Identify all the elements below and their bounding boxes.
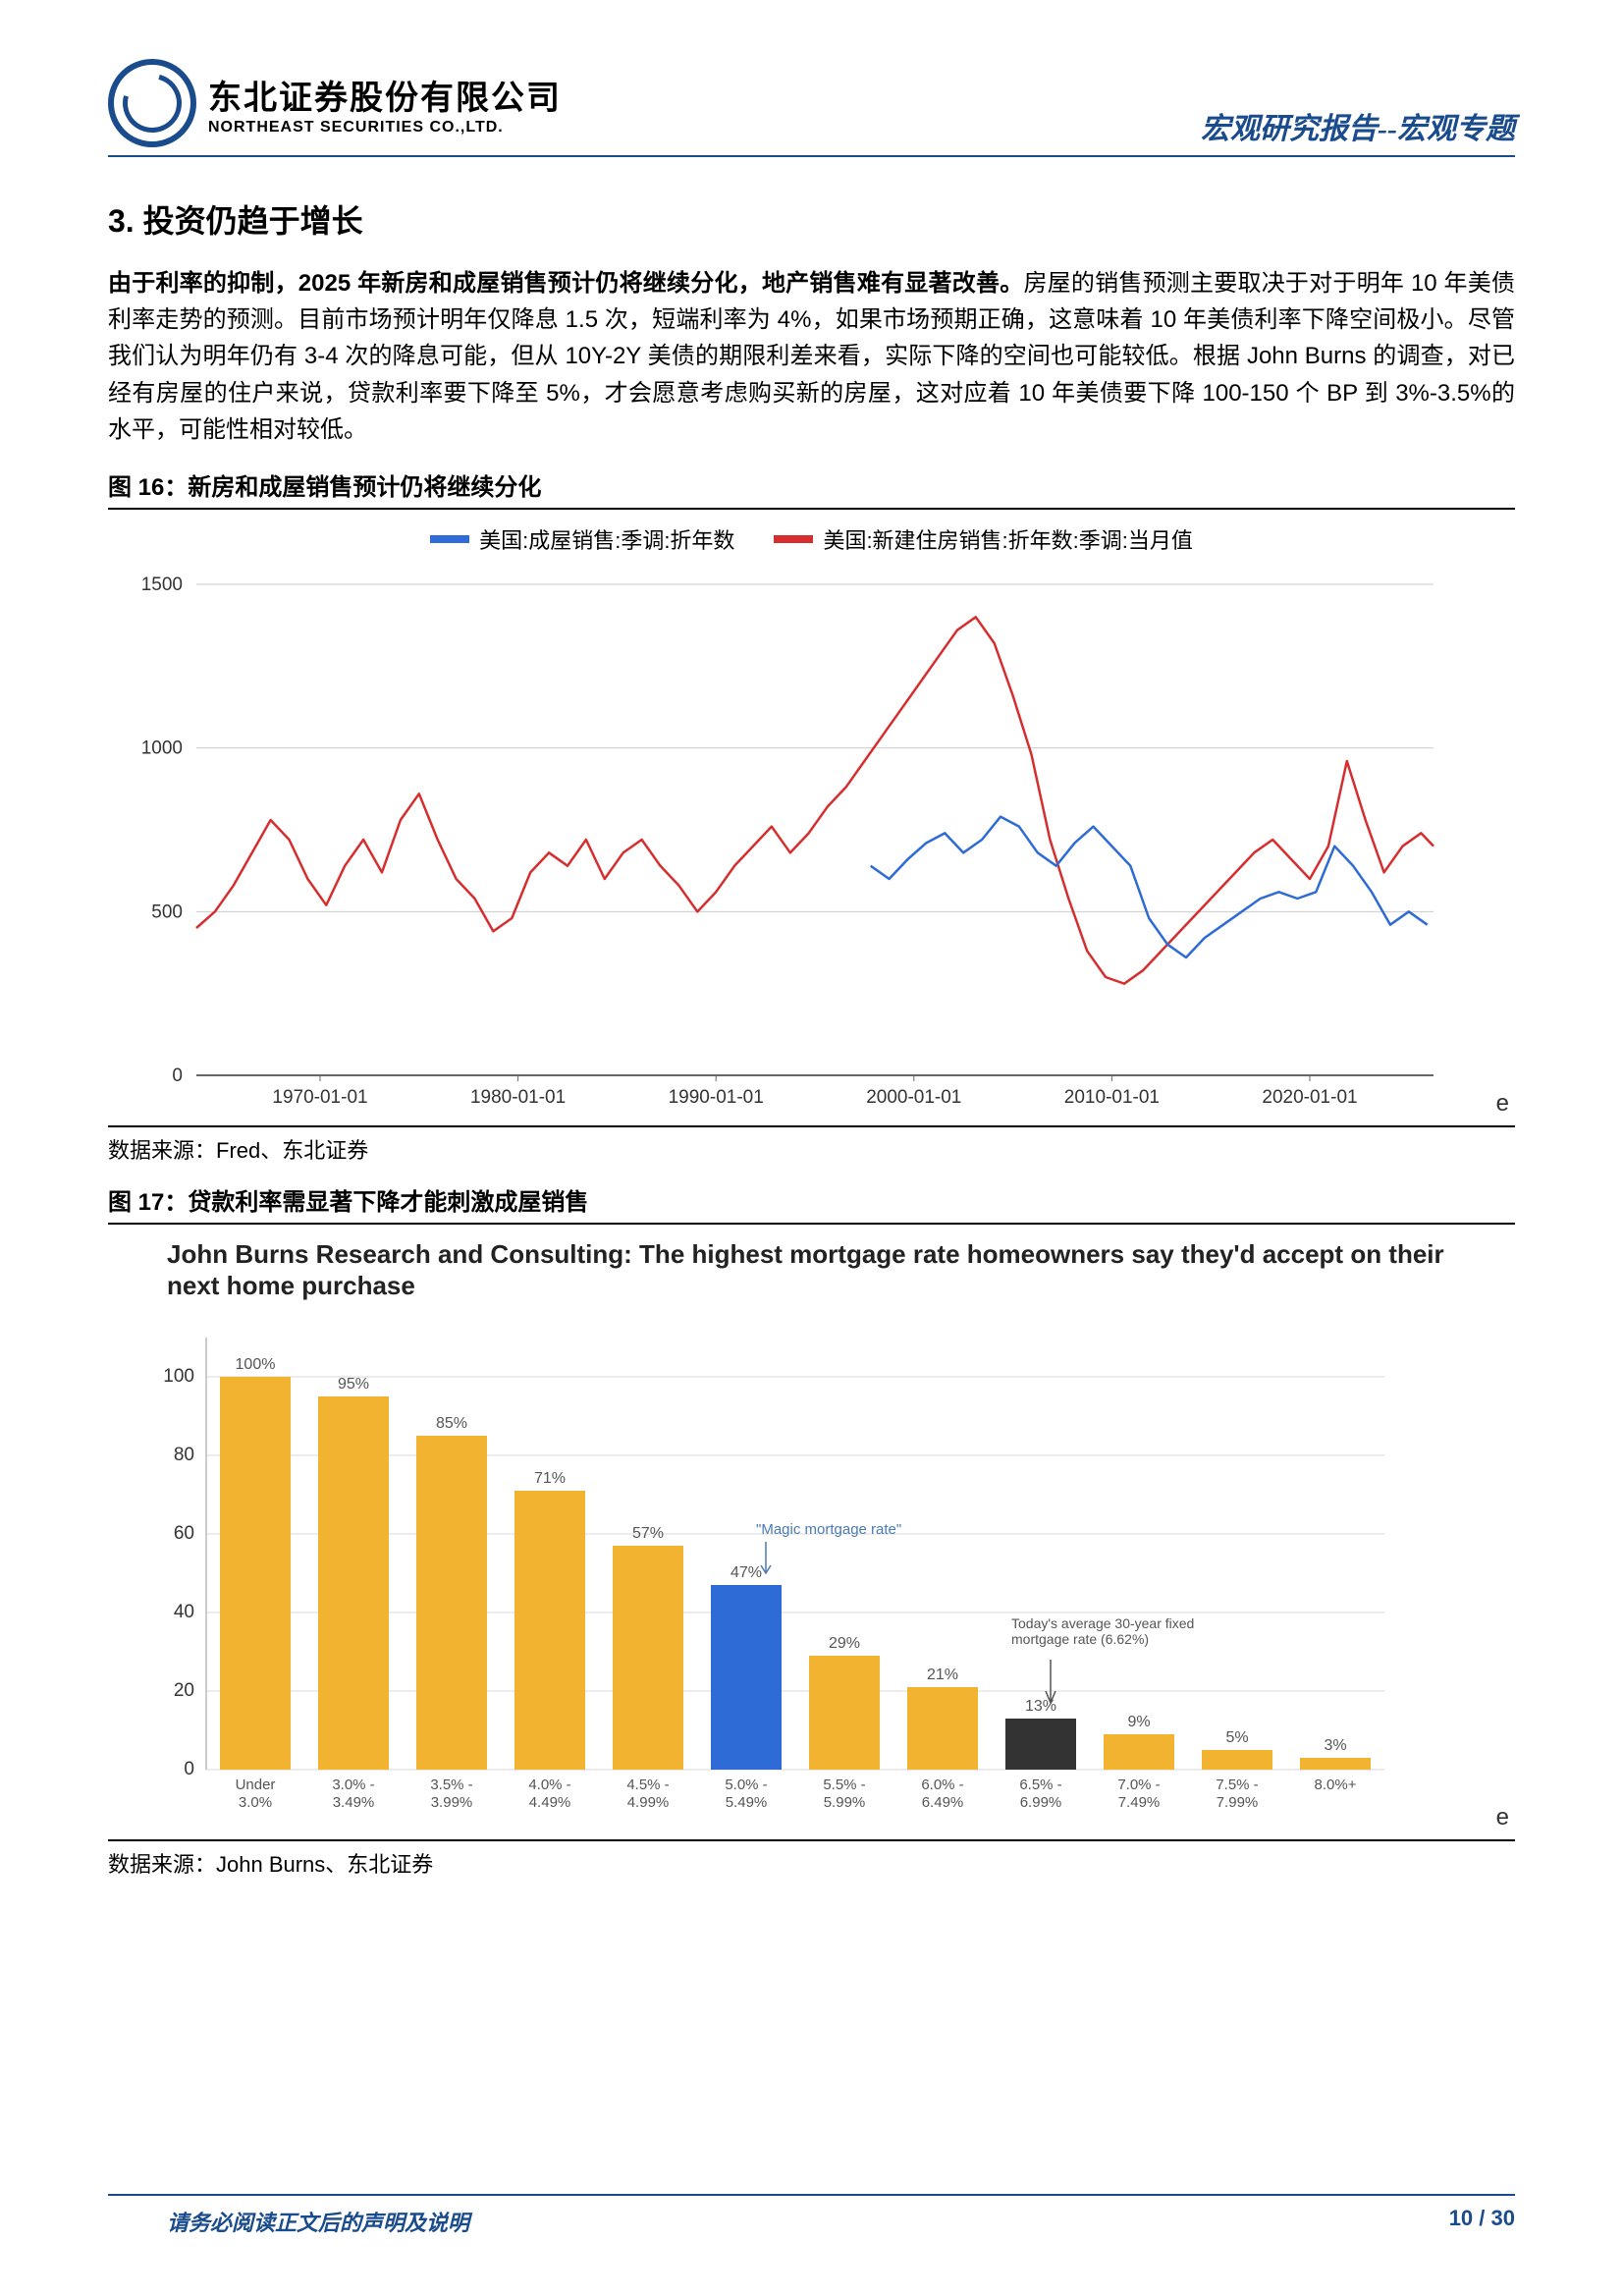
- page-total: 30: [1491, 2206, 1515, 2230]
- logo-icon: [108, 59, 196, 147]
- svg-text:0: 0: [172, 1066, 183, 1086]
- svg-text:71%: 71%: [534, 1470, 566, 1487]
- svg-text:6.49%: 6.49%: [922, 1794, 964, 1811]
- svg-text:Today's average 30-year fixed: Today's average 30-year fixed: [1011, 1615, 1194, 1631]
- svg-text:5.99%: 5.99%: [824, 1794, 866, 1811]
- svg-text:80: 80: [174, 1445, 194, 1465]
- fig16-caption: 图 16：新房和成屋销售预计仍将继续分化: [108, 467, 1515, 510]
- fig17-title: John Burns Research and Consulting: The …: [167, 1238, 1456, 1302]
- legend-label-2: 美国:新建住房销售:折年数:季调:当月值: [823, 523, 1192, 555]
- svg-text:4.5% -: 4.5% -: [626, 1777, 669, 1793]
- fig17-caption: 图 17：贷款利率需显著下降才能刺激成屋销售: [108, 1182, 1515, 1225]
- svg-text:7.5% -: 7.5% -: [1216, 1777, 1258, 1793]
- svg-text:85%: 85%: [436, 1415, 467, 1432]
- fig17-svg: 0 20 40 60 80 100 100% Under3.0% 95% 3.0% -3.49% 8…: [108, 1318, 1463, 1829]
- svg-text:9%: 9%: [1127, 1714, 1150, 1730]
- legend-label-1: 美国:成屋销售:季调:折年数: [479, 523, 734, 555]
- company-name-cn: 东北证券股份有限公司: [208, 71, 562, 119]
- svg-text:21%: 21%: [927, 1667, 958, 1683]
- report-type: 宏观研究报告--宏观专题: [1201, 104, 1515, 147]
- svg-text:3.0%: 3.0%: [239, 1794, 272, 1811]
- svg-text:7.99%: 7.99%: [1217, 1794, 1259, 1811]
- svg-text:2010-01-01: 2010-01-01: [1064, 1087, 1160, 1108]
- svg-text:1970-01-01: 1970-01-01: [272, 1087, 367, 1108]
- logo-text: 东北证券股份有限公司 NORTHEAST SECURITIES CO.,LTD.: [208, 71, 562, 137]
- svg-text:5.49%: 5.49%: [726, 1794, 768, 1811]
- svg-text:4.0% -: 4.0% -: [528, 1777, 570, 1793]
- legend-item-2: 美国:新建住房销售:折年数:季调:当月值: [774, 523, 1192, 555]
- svg-text:4.49%: 4.49%: [529, 1794, 571, 1811]
- page-footer: 请务必阅读正文后的声明及说明 10 / 30: [108, 2194, 1515, 2237]
- logo-block: 东北证券股份有限公司 NORTHEAST SECURITIES CO.,LTD.: [108, 59, 562, 147]
- paragraph-bold: 由于利率的抑制，2025 年新房和成屋销售预计仍将继续分化，地产销售难有显著改善…: [108, 270, 1023, 297]
- fig16-legend: 美国:成屋销售:季调:折年数 美国:新建住房销售:折年数:季调:当月值: [108, 523, 1515, 555]
- svg-text:1990-01-01: 1990-01-01: [669, 1087, 764, 1108]
- svg-text:5.5% -: 5.5% -: [823, 1777, 865, 1793]
- svg-text:3.49%: 3.49%: [333, 1794, 375, 1811]
- svg-text:3.0% -: 3.0% -: [332, 1777, 374, 1793]
- svg-text:7.49%: 7.49%: [1118, 1794, 1161, 1811]
- svg-text:500: 500: [151, 902, 183, 922]
- svg-text:6.0% -: 6.0% -: [921, 1777, 963, 1793]
- section-heading: 投资仍趋于增长: [143, 203, 363, 239]
- svg-text:Under: Under: [236, 1777, 276, 1793]
- section-title: 3. 投资仍趋于增长: [108, 196, 1515, 242]
- footer-page: 10 / 30: [1449, 2206, 1515, 2237]
- svg-text:6.99%: 6.99%: [1020, 1794, 1062, 1811]
- svg-text:1000: 1000: [141, 738, 183, 759]
- svg-text:7.0% -: 7.0% -: [1117, 1777, 1160, 1793]
- body-paragraph: 由于利率的抑制，2025 年新房和成屋销售预计仍将继续分化，地产销售难有显著改善…: [108, 265, 1515, 448]
- svg-text:0: 0: [184, 1759, 194, 1779]
- svg-text:3.5% -: 3.5% -: [430, 1777, 472, 1793]
- svg-text:6.5% -: 6.5% -: [1019, 1777, 1061, 1793]
- section-number: 3.: [108, 203, 135, 239]
- svg-text:1500: 1500: [141, 574, 183, 595]
- svg-text:20: 20: [174, 1680, 194, 1701]
- page-current: 10: [1449, 2206, 1473, 2230]
- legend-swatch-2: [774, 535, 813, 543]
- svg-text:3%: 3%: [1324, 1737, 1346, 1754]
- company-name-en: NORTHEAST SECURITIES CO.,LTD.: [208, 119, 562, 137]
- svg-text:4.99%: 4.99%: [627, 1794, 670, 1811]
- footer-disclaimer: 请务必阅读正文后的声明及说明: [108, 2206, 469, 2237]
- fig17-e-mark: e: [1496, 1804, 1509, 1831]
- svg-text:2020-01-01: 2020-01-01: [1262, 1087, 1357, 1108]
- page-header: 东北证券股份有限公司 NORTHEAST SECURITIES CO.,LTD.…: [108, 59, 1515, 157]
- svg-text:95%: 95%: [338, 1376, 369, 1393]
- svg-text:mortgage rate (6.62%): mortgage rate (6.62%): [1011, 1631, 1149, 1647]
- svg-text:57%: 57%: [632, 1525, 664, 1542]
- legend-item-1: 美国:成屋销售:季调:折年数: [430, 523, 734, 555]
- svg-text:5%: 5%: [1225, 1729, 1248, 1746]
- svg-text:47%: 47%: [730, 1564, 762, 1581]
- svg-text:100%: 100%: [236, 1356, 276, 1373]
- svg-text:29%: 29%: [829, 1635, 860, 1652]
- fig16-source: 数据来源：Fred、东北证券: [108, 1125, 1515, 1165]
- svg-text:"Magic mortgage rate": "Magic mortgage rate": [756, 1521, 901, 1538]
- fig17-source: 数据来源：John Burns、东北证券: [108, 1839, 1515, 1879]
- page-sep: /: [1473, 2206, 1490, 2230]
- fig16-chart: 美国:成屋销售:季调:折年数 美国:新建住房销售:折年数:季调:当月值 0 500…: [108, 523, 1515, 1120]
- svg-text:40: 40: [174, 1602, 194, 1622]
- svg-text:100: 100: [163, 1366, 194, 1387]
- svg-text:5.0% -: 5.0% -: [725, 1777, 767, 1793]
- svg-text:60: 60: [174, 1523, 194, 1544]
- fig16-svg: 0 500 1000 1500 1970-01-01 1980-01-01 1990-01-…: [108, 565, 1463, 1115]
- legend-swatch-1: [430, 535, 469, 543]
- svg-text:3.99%: 3.99%: [431, 1794, 473, 1811]
- fig17-chart: John Burns Research and Consulting: The …: [108, 1238, 1515, 1833]
- svg-text:2000-01-01: 2000-01-01: [866, 1087, 961, 1108]
- svg-text:1980-01-01: 1980-01-01: [470, 1087, 566, 1108]
- fig16-e-mark: e: [1496, 1090, 1509, 1118]
- svg-text:8.0%+: 8.0%+: [1315, 1777, 1357, 1793]
